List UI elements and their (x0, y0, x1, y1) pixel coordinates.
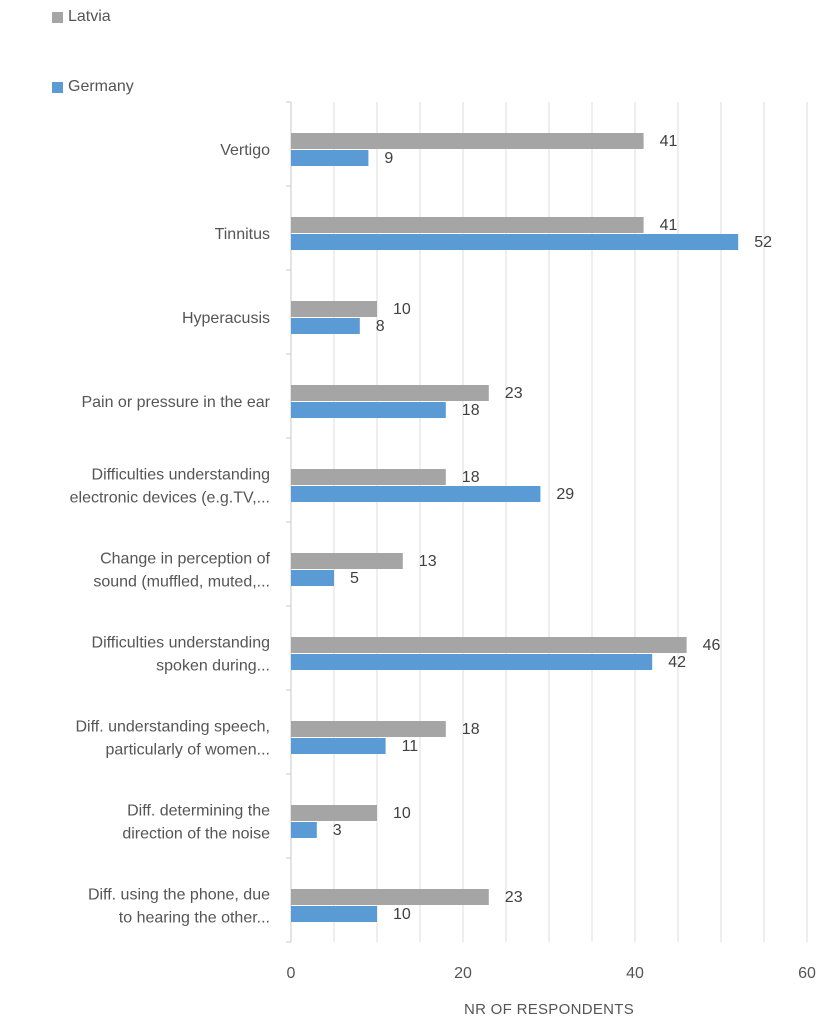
bar-latvia (291, 889, 489, 905)
category-label: Diff. understanding speech, (76, 719, 271, 736)
bar-latvia (291, 301, 377, 317)
x-axis-title: NR OF RESPONDENTS (464, 1001, 634, 1018)
data-label-latvia: 10 (393, 805, 411, 822)
bar-latvia (291, 553, 403, 569)
bar-latvia (291, 385, 489, 401)
bar-germany (291, 738, 386, 754)
category-label: to hearing the other... (119, 910, 270, 927)
data-label-latvia: 18 (462, 469, 480, 486)
legend-item-latvia: Latvia (52, 6, 134, 28)
bar-germany (291, 150, 369, 166)
x-tick-label: 20 (454, 965, 472, 982)
category-label: Difficulties understanding (92, 635, 270, 652)
category-label: Difficulties understanding (92, 467, 270, 484)
data-label-latvia: 41 (660, 133, 678, 150)
bar-germany (291, 822, 317, 838)
bar-germany (291, 234, 739, 250)
bar-germany (291, 654, 653, 670)
data-label-latvia: 18 (462, 721, 480, 738)
data-label-germany: 11 (402, 738, 419, 755)
bar-germany (291, 570, 334, 586)
bar-latvia (291, 805, 377, 821)
legend-swatch-latvia (52, 11, 63, 23)
bar-germany (291, 318, 360, 334)
category-label: Pain or pressure in the ear (81, 394, 270, 411)
legend-label-latvia: Latvia (68, 8, 111, 25)
data-label-germany: 8 (376, 318, 385, 335)
legend-swatch-germany (52, 81, 63, 93)
data-label-latvia: 10 (393, 301, 411, 318)
data-label-latvia: 46 (703, 637, 721, 654)
data-label-germany: 42 (668, 654, 686, 671)
category-label: Hyperacusis (182, 310, 270, 327)
bar-latvia (291, 217, 644, 233)
x-tick-label: 0 (287, 965, 296, 982)
category-label: Tinnitus (215, 226, 270, 243)
bar-latvia (291, 469, 446, 485)
x-tick-label: 40 (626, 965, 644, 982)
category-label: particularly of women... (105, 742, 270, 759)
legend: Latvia Germany (52, 6, 134, 98)
bar-latvia (291, 637, 687, 653)
data-label-germany: 5 (350, 570, 359, 587)
data-label-germany: 3 (333, 822, 342, 839)
category-label: Diff. using the phone, due (88, 887, 270, 904)
bar-latvia (291, 133, 644, 149)
bar-latvia (291, 721, 446, 737)
category-label: Change in perception of (100, 551, 270, 568)
category-label: spoken during... (156, 658, 270, 675)
legend-label-germany: Germany (68, 78, 134, 95)
data-label-germany: 18 (462, 402, 480, 419)
category-label: Diff. determining the (127, 803, 270, 820)
data-label-germany: 9 (384, 150, 393, 167)
bar-germany (291, 906, 377, 922)
category-label: electronic devices (e.g.TV,... (70, 490, 270, 507)
data-label-germany: 52 (754, 234, 772, 251)
data-label-latvia: 23 (505, 889, 523, 906)
bar-germany (291, 486, 541, 502)
data-label-germany: 10 (393, 906, 411, 923)
data-label-latvia: 13 (419, 553, 437, 570)
data-label-latvia: 23 (505, 385, 523, 402)
legend-item-germany: Germany (52, 76, 134, 98)
data-label-germany: 29 (556, 486, 574, 503)
category-label: Vertigo (220, 142, 270, 159)
bar-germany (291, 402, 446, 418)
category-label: sound (muffled, muted,... (93, 574, 270, 591)
data-label-latvia: 41 (660, 217, 678, 234)
category-label: direction of the noise (122, 826, 270, 843)
x-tick-label: 60 (798, 965, 816, 982)
